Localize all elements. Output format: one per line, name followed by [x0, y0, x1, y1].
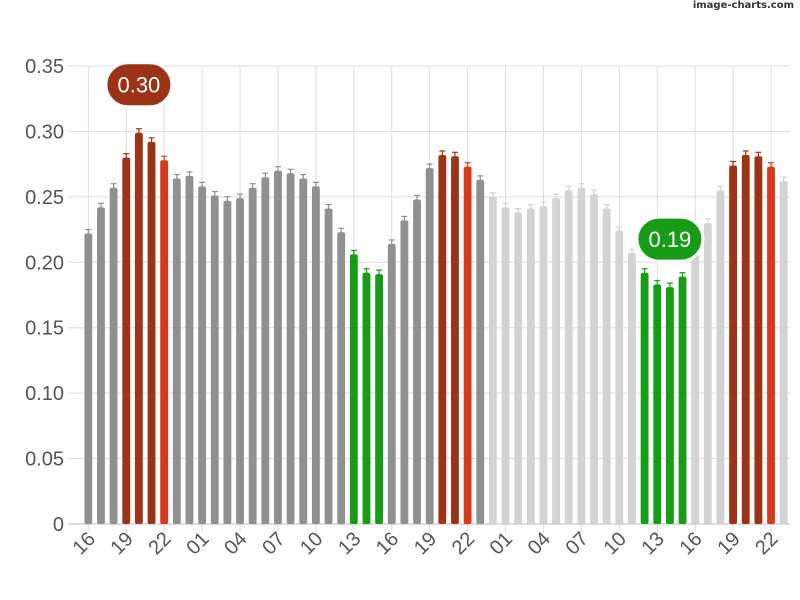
- bar: [236, 198, 244, 524]
- bar: [185, 175, 194, 525]
- bar: [552, 198, 561, 524]
- bar: [501, 207, 510, 524]
- x-tick-label: 04: [524, 528, 555, 559]
- annotation-bubble: [104, 61, 174, 109]
- annotation-badge: 0.19: [635, 215, 705, 263]
- bars: [84, 128, 788, 525]
- bar: [514, 212, 523, 524]
- bar: [767, 166, 775, 524]
- bar: [438, 154, 447, 525]
- bar: [691, 254, 700, 525]
- bar: [741, 154, 750, 525]
- bar: [539, 206, 548, 524]
- bar: [653, 284, 662, 524]
- x-tick-label: 16: [69, 528, 100, 559]
- bar: [425, 168, 434, 524]
- x-tick-label: 10: [600, 528, 631, 559]
- watermark: image-charts.com: [692, 0, 794, 11]
- bar: [223, 200, 232, 525]
- y-tick-label: 0: [53, 514, 64, 536]
- x-tick-label: 22: [448, 528, 479, 559]
- x-tick-label: 22: [751, 528, 782, 559]
- bar: [134, 132, 143, 525]
- bar: [665, 287, 674, 524]
- bar: [577, 187, 586, 524]
- x-tick-label: 19: [410, 528, 441, 559]
- x-tick-label: 13: [334, 528, 365, 559]
- y-tick-label: 0.05: [25, 449, 64, 471]
- y-tick-label: 0.10: [25, 383, 64, 405]
- annotation-badge: 0.30: [104, 61, 174, 109]
- x-tick-label: 07: [258, 528, 289, 559]
- x-tick-label: 07: [562, 528, 593, 559]
- x-tick-label: 01: [486, 528, 517, 559]
- y-tick-label: 0.15: [25, 318, 64, 340]
- bar: [729, 165, 738, 525]
- x-axis-ticks: 16 19 22 01 04 07 10 13 16 19 22 01 04 07 10 13 16 19 22: [69, 528, 783, 559]
- y-axis-ticks: 0 0.05 0.10 0.15 0.20 0.25 0.30 0.35: [25, 56, 64, 536]
- bar: [754, 156, 763, 524]
- bar: [122, 157, 131, 524]
- bar: [488, 196, 497, 524]
- bar: [97, 207, 105, 524]
- bar: [387, 243, 396, 525]
- bar: [324, 208, 333, 525]
- bar: [261, 177, 270, 524]
- bar: [274, 170, 282, 524]
- x-tick-label: 16: [675, 528, 706, 559]
- y-tick-label: 0.30: [25, 121, 64, 143]
- bar: [147, 141, 156, 524]
- bar: [463, 166, 472, 524]
- bar: [337, 232, 346, 524]
- x-tick-label: 13: [637, 528, 668, 559]
- bar: [526, 208, 535, 525]
- bar: [640, 272, 649, 524]
- bar: [628, 253, 636, 524]
- bar: [362, 272, 371, 524]
- bar: [779, 181, 788, 524]
- bar: [248, 187, 257, 524]
- bar: [375, 274, 384, 524]
- bar: [172, 178, 181, 524]
- bar: [109, 187, 118, 524]
- bar: [564, 190, 573, 525]
- annotation-label: 0.19: [648, 227, 691, 252]
- bar: [590, 194, 598, 525]
- bar: [400, 220, 409, 524]
- x-tick-label: 10: [296, 528, 327, 559]
- bar: [476, 179, 485, 525]
- x-tick-label: 19: [713, 528, 744, 559]
- bar: [413, 199, 421, 524]
- y-tick-label: 0.35: [25, 56, 64, 78]
- bar: [160, 160, 169, 524]
- bar: [349, 254, 358, 525]
- bar: [678, 276, 687, 524]
- bar: [615, 230, 624, 524]
- x-tick-label: 16: [372, 528, 403, 559]
- bar: [311, 186, 320, 525]
- bar: [716, 190, 725, 525]
- bar: [84, 233, 93, 525]
- bar: [198, 186, 207, 525]
- bar: [451, 156, 459, 524]
- y-tick-label: 0.20: [25, 252, 64, 274]
- y-tick-label: 0.25: [25, 187, 64, 209]
- annotations: 0.30 0.19: [104, 61, 705, 263]
- bar: [703, 223, 712, 524]
- x-tick-label: 22: [144, 528, 175, 559]
- bar: [602, 208, 611, 525]
- x-tick-label: 19: [106, 528, 137, 559]
- annotation-label: 0.30: [117, 73, 160, 98]
- annotation-bubble: [635, 215, 705, 263]
- bar: [286, 173, 295, 524]
- bar: [299, 178, 308, 524]
- x-tick-label: 04: [220, 528, 251, 559]
- x-tick-label: 01: [182, 528, 213, 559]
- bar: [210, 195, 219, 524]
